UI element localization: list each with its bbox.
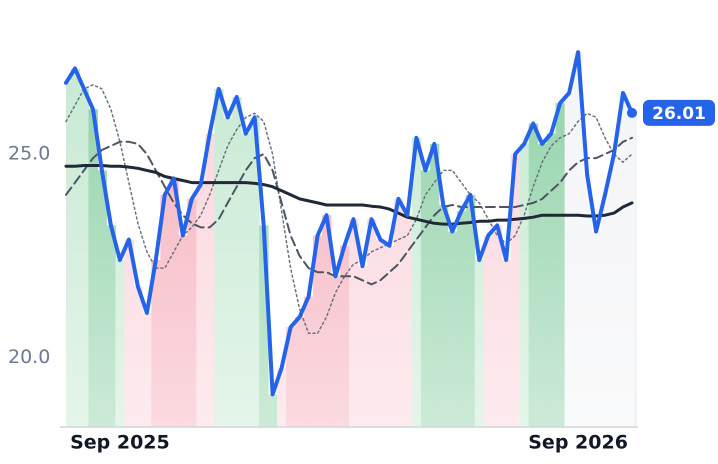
price-line bbox=[64, 50, 634, 397]
y-tick-label: 25.0 bbox=[8, 143, 50, 165]
moving-average-line bbox=[65, 136, 633, 286]
moving-average-line bbox=[65, 84, 633, 335]
last-point bbox=[627, 107, 637, 118]
last-value-badge bbox=[643, 99, 715, 126]
x-tick-label: Sep 2026 bbox=[528, 432, 628, 454]
last-value-label: 26.01 bbox=[652, 104, 706, 124]
x-tick-label: Sep 2025 bbox=[70, 432, 170, 454]
y-tick-label: 20.0 bbox=[8, 346, 50, 368]
moving-average-line bbox=[64, 164, 634, 226]
